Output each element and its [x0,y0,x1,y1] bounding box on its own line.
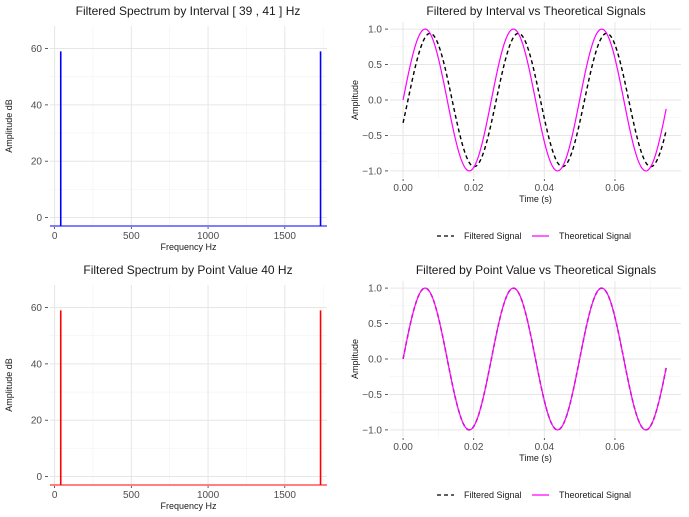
y-tick-label: −1.0 [362,425,382,436]
x-tick-label: 0.06 [605,442,625,453]
y-tick-label: −1.0 [362,166,382,177]
y-tick-label: 1.0 [368,25,382,36]
x-axis-label: Frequency Hz [160,501,217,511]
x-tick-label: 1000 [197,231,220,242]
y-tick-label: 0.0 [368,355,382,366]
x-tick-label: 1500 [274,231,297,242]
y-tick-label: 60 [31,44,43,55]
y-tick-label: 0.0 [368,96,382,107]
y-axis-label: Amplitude [350,339,360,379]
legend-label: Filtered Signal [464,490,522,500]
x-axis-label: Time (s) [519,453,552,463]
legend-label: Filtered Signal [464,231,522,241]
panel-3: Filtered Spectrum by Point Value 40 Hz 0 5… [4,263,327,511]
x-tick-label: 0.04 [535,183,555,194]
y-tick-label: −0.5 [362,390,382,401]
x-tick-label: 0.02 [464,442,484,453]
chart-title: Filtered by Interval vs Theoretical Sign… [426,4,645,18]
y-tick-label: 20 [31,416,43,427]
x-tick-label: 0.00 [393,183,413,194]
x-axis-label: Time (s) [519,194,552,204]
legend-label: Theoretical Signal [559,490,631,500]
y-tick-label: 40 [31,359,43,370]
panel-2: Filtered by Interval vs Theoretical Sign… [350,4,681,241]
y-tick-label: 0.5 [368,60,382,71]
legend: Filtered Signal Theoretical Signal [437,231,631,241]
y-tick-label: 40 [31,100,43,111]
x-tick-label: 0 [52,490,58,501]
y-tick-label: 20 [31,157,43,168]
y-tick-label: 60 [31,303,43,314]
panel-4: Filtered by Point Value vs Theoretical S… [350,263,681,500]
x-tick-label: 0.06 [605,183,625,194]
x-tick-label: 0.04 [535,442,555,453]
legend-label: Theoretical Signal [559,231,631,241]
y-tick-label: 0.5 [368,319,382,330]
x-tick-label: 0.00 [393,442,413,453]
x-tick-label: 1500 [274,490,297,501]
grid-lines [390,22,681,178]
chart-title: Filtered Spectrum by Point Value 40 Hz [83,263,292,277]
y-axis-label: Amplitude dB [4,99,14,153]
x-tick-label: 500 [123,231,140,242]
panel-1: Filtered Spectrum by Interval [ 39 , 41 … [4,4,327,252]
grid-lines [50,285,327,485]
chart-title: Filtered by Point Value vs Theoretical S… [416,263,656,277]
theoretical-signal-line [402,287,667,431]
x-tick-label: 0.02 [464,183,484,194]
grid-lines [50,26,327,226]
y-axis-label: Amplitude [350,80,360,120]
y-tick-label: 1.0 [368,284,382,295]
x-tick-label: 1000 [197,490,220,501]
y-tick-label: 0 [36,213,42,224]
x-tick-label: 0 [52,231,58,242]
theoretical-signal-line [402,28,667,172]
filtered-signal-line [402,32,667,168]
y-tick-label: −0.5 [362,131,382,142]
legend: Filtered Signal Theoretical Signal [437,490,631,500]
x-tick-label: 500 [123,490,140,501]
x-axis-label: Frequency Hz [160,242,217,252]
y-tick-label: 0 [36,472,42,483]
chart-title: Filtered Spectrum by Interval [ 39 , 41 … [76,4,301,18]
y-axis-label: Amplitude dB [4,358,14,412]
